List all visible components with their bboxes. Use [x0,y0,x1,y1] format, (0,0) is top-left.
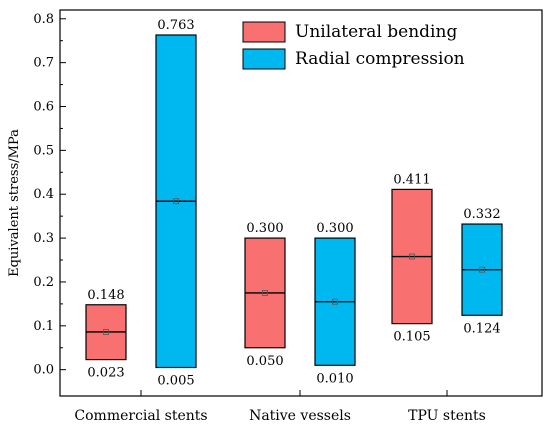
min-data-label: 0.050 [246,354,283,369]
legend-swatch [242,48,286,70]
y-tick-label: 0.7 [33,56,54,71]
max-data-label: 0.411 [393,172,430,187]
mean-marker [409,253,415,260]
legend-label: Radial compression [295,49,465,69]
legend-label: Unilateral bending [295,22,457,42]
mean-marker [479,266,485,273]
mean-marker [173,198,179,205]
max-data-label: 0.148 [87,288,124,303]
mean-marker [103,329,109,335]
min-data-label: 0.105 [393,330,430,345]
max-data-label: 0.763 [157,18,194,33]
max-data-label: 0.300 [246,221,283,236]
min-data-label: 0.023 [87,366,124,381]
y-tick-label: 0.8 [33,12,54,27]
min-data-label: 0.005 [157,373,194,388]
max-data-label: 0.300 [316,221,353,236]
x-category-label: Native vessels [249,408,351,424]
y-tick-label: 0.3 [33,231,54,246]
mean-marker [262,290,268,296]
y-tick-label: 0.2 [33,275,54,290]
y-tick-label: 0.4 [33,187,54,202]
legend: Unilateral bending Radial compression [242,21,465,70]
x-category-label: Commercial stents [74,408,207,424]
legend-swatch [242,21,286,43]
mean-marker [332,298,338,305]
y-tick-label: 0.0 [33,363,54,378]
max-data-label: 0.332 [463,207,500,222]
y-tick-label: 0.6 [33,100,54,115]
plot-frame [59,9,543,397]
min-data-label: 0.124 [463,321,500,336]
y-tick-label: 0.1 [33,319,54,334]
x-category-label: TPU stents [408,408,486,424]
min-data-label: 0.010 [316,371,353,386]
y-tick-label: 0.5 [33,143,54,158]
y-axis-label: Equivalent stress/MPa [7,129,22,277]
